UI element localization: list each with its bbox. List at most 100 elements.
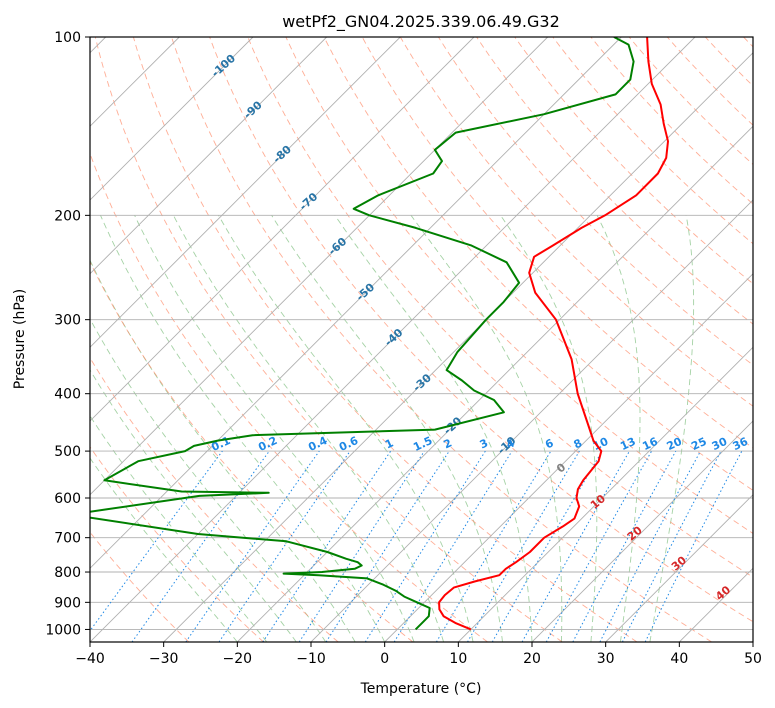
y-tick-label: 700 — [54, 531, 81, 547]
y-tick-label: 600 — [54, 491, 81, 507]
mixing-ratio-line — [491, 450, 603, 642]
temperature-profile-line — [438, 37, 669, 631]
isotherm-line — [90, 37, 622, 569]
moist-adiabat-line — [649, 215, 695, 642]
mixing-ratio-line — [364, 450, 486, 642]
isotherm-line — [90, 37, 401, 348]
x-tick-label: 40 — [670, 651, 688, 667]
x-tick-label: 30 — [597, 651, 615, 667]
adiabat-label: 40 — [713, 583, 733, 603]
y-tick-label: 400 — [54, 387, 81, 403]
x-tick-label: 10 — [449, 651, 467, 667]
x-tick-label: −40 — [75, 651, 105, 667]
isotherm-line — [531, 420, 753, 642]
dry-adiabat-line — [209, 37, 753, 623]
moist-adiabats — [90, 215, 695, 642]
x-tick-label: 0 — [380, 651, 389, 667]
dry-adiabat-line — [666, 37, 753, 126]
pressure-gridlines — [90, 37, 753, 630]
mixing-ratio-line — [325, 450, 450, 642]
adiabat-label: 30 — [669, 553, 689, 573]
moist-adiabat-line — [134, 215, 415, 642]
isotherms — [90, 37, 753, 642]
y-axis-label: Pressure (hPa) — [12, 289, 28, 389]
mixing-ratio-line — [545, 450, 653, 642]
dry-adiabat-line — [743, 37, 753, 48]
mixing-ratio-line — [572, 450, 677, 642]
dry-adiabat-line — [90, 152, 488, 642]
dry-adiabat-line — [90, 356, 339, 642]
mixing-ratio-label: 10 — [591, 435, 611, 453]
mixing-ratio-line — [185, 450, 320, 642]
dry-adiabat-line — [590, 37, 753, 205]
adiabat-label: 20 — [625, 523, 645, 543]
mixing-ratio-line — [521, 450, 630, 642]
isotherm-line — [90, 37, 696, 642]
dry-adiabat-line — [90, 531, 190, 642]
isotherm-line — [605, 494, 753, 642]
mixing-ratio-label: 2 — [442, 436, 454, 451]
moist-adiabat-line — [90, 457, 238, 642]
dry-adiabat-line — [132, 37, 638, 642]
sounding-series — [90, 37, 669, 631]
mixing-ratio-line — [393, 450, 513, 642]
moist-adiabat-line — [90, 318, 327, 642]
moist-adiabat-line — [500, 215, 598, 642]
mixing-ratio-line — [218, 450, 351, 642]
isotherm-line — [310, 199, 753, 642]
mixing-ratio-line — [262, 450, 392, 642]
moist-adiabat-line — [100, 215, 386, 642]
x-tick-label: −20 — [223, 651, 253, 667]
isotherm-line — [90, 37, 549, 496]
x-tick-label: −30 — [149, 651, 179, 667]
mixing-ratio-label: 25 — [689, 435, 708, 453]
mixing-ratio-label: 13 — [618, 435, 637, 453]
x-tick-label: 20 — [523, 651, 541, 667]
y-tick-label: 900 — [54, 595, 81, 611]
moist-adiabat-line — [334, 215, 533, 642]
isotherm-line — [384, 273, 753, 642]
y-tick-label: 500 — [54, 444, 81, 460]
mixing-ratio-lines — [90, 450, 743, 642]
moist-adiabat-line — [90, 415, 268, 642]
dry-adiabat-line — [514, 37, 753, 285]
x-axis-label: Temperature (°C) — [360, 681, 482, 697]
mixing-ratio-label: 20 — [665, 435, 685, 453]
dry-adiabat-line — [171, 37, 712, 642]
mixing-ratio-label: 16 — [640, 435, 660, 453]
isotherm-line — [752, 641, 753, 642]
y-tick-label: 100 — [54, 30, 81, 46]
y-tick-label: 1000 — [45, 622, 81, 638]
isotherm-line — [90, 37, 475, 422]
x-axis-ticks: −40 −30 −20 −10 0 10 20 30 40 50 — [75, 642, 762, 667]
mixing-ratio-line — [90, 450, 223, 632]
isotherm-line — [678, 567, 753, 642]
dry-adiabat-line — [323, 37, 753, 491]
dry-adiabat-line — [94, 37, 563, 642]
mixing-ratio-line — [131, 450, 270, 642]
y-axis-ticks: 100 200 300 400 500 600 700 800 900 1000 — [45, 30, 90, 638]
chart-title: wetPf2_GN04.2025.339.06.49.G32 — [282, 12, 560, 32]
mixing-ratio-line — [435, 450, 552, 642]
mixing-ratio-label: 6 — [543, 436, 556, 451]
dry-adiabat-line — [399, 37, 753, 407]
dewpoint-profile-line — [90, 37, 635, 631]
mixing-ratio-line — [298, 450, 425, 642]
isotherm-line — [457, 346, 753, 642]
moist-adiabat-line — [271, 215, 503, 642]
y-tick-label: 300 — [54, 313, 81, 329]
mixing-ratio-label: 36 — [731, 435, 751, 453]
moist-adiabat-line — [218, 215, 474, 642]
dry-adiabat-line — [704, 37, 753, 87]
mixing-ratio-line — [599, 450, 701, 642]
isotherm-line — [90, 37, 328, 275]
mixing-ratio-label: 3 — [478, 436, 490, 451]
moist-adiabat-line — [596, 215, 641, 642]
dry-adiabat-line — [90, 261, 414, 642]
y-tick-label: 800 — [54, 565, 81, 581]
x-tick-label: 50 — [744, 651, 762, 667]
isotherm-line — [163, 52, 753, 642]
y-tick-label: 200 — [54, 208, 81, 224]
